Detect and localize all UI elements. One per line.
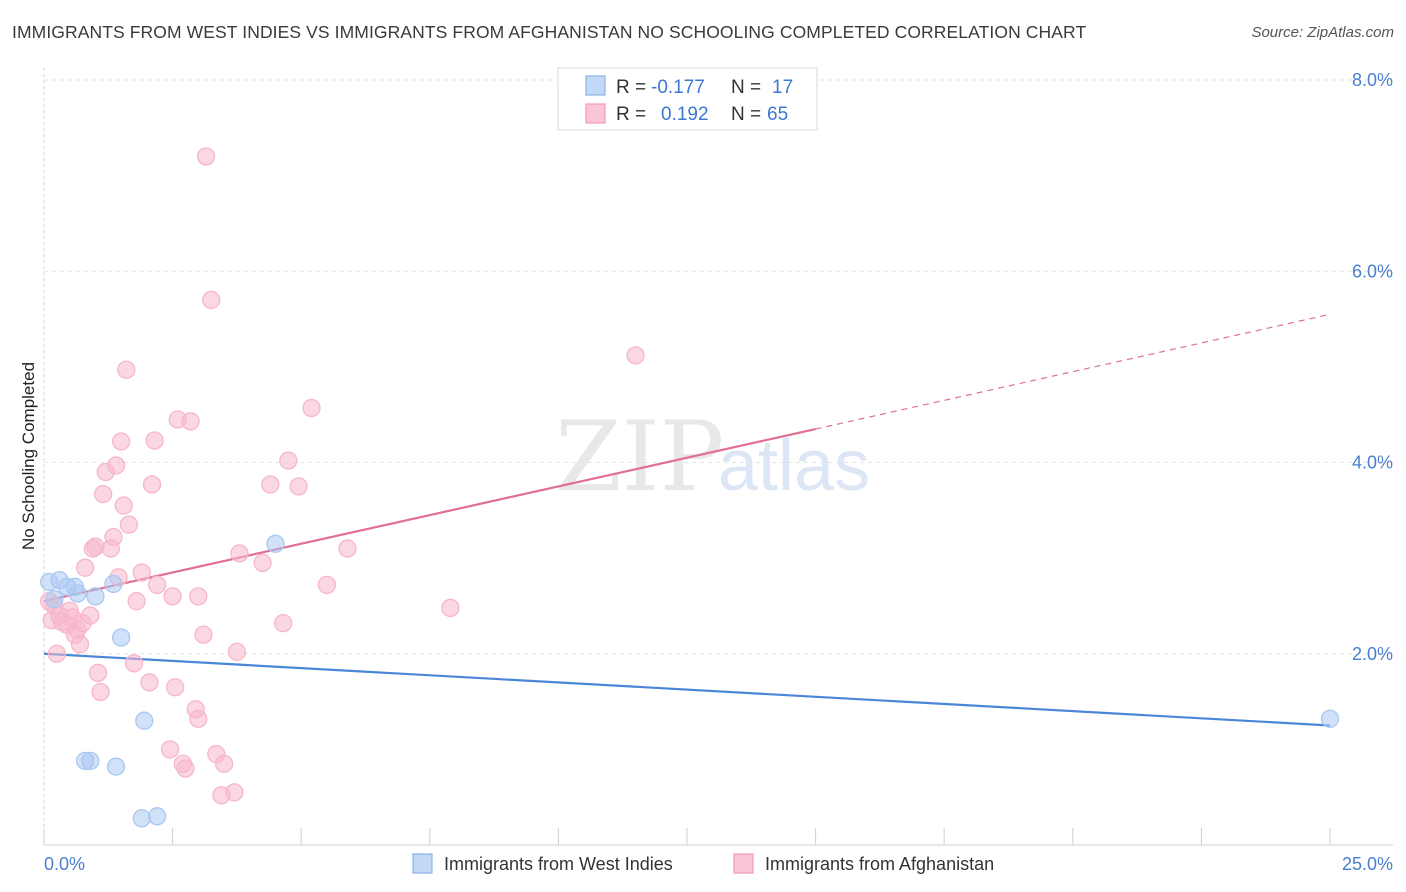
y-tick-label: 8.0% xyxy=(1352,70,1393,90)
afghanistan-point xyxy=(181,412,200,431)
west-indies-point xyxy=(81,751,100,770)
legend-swatch-afghanistan xyxy=(585,103,606,124)
afghanistan-point xyxy=(225,783,244,802)
legend-r-value-2: 0.192 xyxy=(661,104,709,125)
afghanistan-point xyxy=(196,147,216,166)
bottom-legend-swatch-west-indies xyxy=(412,853,433,874)
afghanistan-point xyxy=(91,682,110,702)
afghanistan-point xyxy=(214,754,234,773)
bottom-legend: Immigrants from West Indies Immigrants f… xyxy=(412,853,994,874)
legend-n-value-2: 65 xyxy=(767,104,788,125)
bottom-legend-swatch-afghanistan xyxy=(733,853,754,874)
afghanistan-point xyxy=(70,635,90,654)
data-points xyxy=(39,147,1340,828)
trend-line-0 xyxy=(43,652,1331,727)
afghanistan-point xyxy=(119,515,139,534)
afghanistan-point xyxy=(160,740,180,759)
afghanistan-point xyxy=(142,475,162,494)
afghanistan-point xyxy=(166,678,185,697)
west-indies-point xyxy=(132,809,151,828)
afghanistan-point xyxy=(114,496,133,515)
afghanistan-point xyxy=(117,360,136,379)
afghanistan-point xyxy=(302,398,321,418)
watermark-atlas: atlas xyxy=(718,426,870,506)
afghanistan-point xyxy=(140,673,159,692)
trend-lines xyxy=(43,313,1331,727)
west-indies-point xyxy=(1320,709,1340,728)
y-tick-label: 4.0% xyxy=(1352,453,1393,473)
west-indies-point xyxy=(45,590,64,609)
afghanistan-point xyxy=(163,587,182,606)
watermark-zip: ZIP xyxy=(555,401,724,513)
afghanistan-point xyxy=(132,563,151,582)
west-indies-point xyxy=(112,628,131,647)
trend-line-solid-1 xyxy=(43,427,816,603)
afghanistan-point xyxy=(176,759,195,778)
legend-n-label-2: N = xyxy=(731,104,761,125)
afghanistan-point xyxy=(194,625,213,644)
afghanistan-point xyxy=(124,654,144,673)
afghanistan-point xyxy=(47,644,67,663)
trend-line-dashed-1 xyxy=(815,313,1331,430)
afghanistan-point xyxy=(227,642,247,661)
afghanistan-point xyxy=(289,477,308,496)
afghanistan-point xyxy=(127,592,146,611)
afghanistan-point xyxy=(112,432,131,451)
afghanistan-point xyxy=(148,575,167,595)
legend-n-value-1: 17 xyxy=(772,77,793,98)
afghanistan-point xyxy=(338,539,357,558)
afghanistan-point xyxy=(626,346,645,365)
afghanistan-point xyxy=(202,290,221,310)
afghanistan-point xyxy=(189,587,208,606)
west-indies-point xyxy=(68,584,87,603)
west-indies-point xyxy=(104,574,123,594)
legend-r-label-2: R = xyxy=(616,104,646,125)
afghanistan-point xyxy=(441,598,460,617)
y-axis-label: No Schooling Completed xyxy=(19,362,38,550)
legend-n-label-1: N = xyxy=(731,77,761,98)
afghanistan-point xyxy=(76,558,95,577)
bottom-legend-label-west-indies: Immigrants from West Indies xyxy=(444,854,673,874)
afghanistan-point xyxy=(81,606,100,625)
x-tick-label-max: 25.0% xyxy=(1342,854,1393,874)
afghanistan-point xyxy=(145,431,164,450)
bottom-legend-label-afghanistan: Immigrants from Afghanistan xyxy=(765,854,994,874)
top-legend: R = -0.177 N = 17 R = 0.192 N = 65 xyxy=(557,67,818,131)
chart-title: IMMIGRANTS FROM WEST INDIES VS IMMIGRANT… xyxy=(12,22,1087,42)
y-tick-label: 6.0% xyxy=(1352,261,1393,281)
afghanistan-point xyxy=(279,451,298,470)
axes: 2.0% 4.0% 6.0% 8.0% xyxy=(43,68,1393,846)
west-indies-point xyxy=(266,534,285,553)
west-indies-point xyxy=(135,711,154,730)
afghanistan-point xyxy=(253,553,272,573)
west-indies-point xyxy=(106,757,126,776)
afghanistan-point xyxy=(94,484,113,504)
afghanistan-point xyxy=(104,527,123,547)
west-indies-point xyxy=(148,807,167,826)
afghanistan-point xyxy=(274,614,293,633)
legend-r-value-1: -0.177 xyxy=(651,77,705,98)
y-tick-label: 2.0% xyxy=(1352,644,1393,664)
afghanistan-point xyxy=(230,544,249,563)
afghanistan-point xyxy=(106,456,126,475)
grid-lines xyxy=(44,79,1393,655)
afghanistan-point xyxy=(317,575,337,595)
afghanistan-point xyxy=(88,663,108,683)
legend-swatch-west-indies xyxy=(585,75,606,96)
legend-r-label-1: R = xyxy=(616,77,646,98)
west-indies-point xyxy=(86,587,105,606)
afghanistan-point xyxy=(261,475,280,494)
source-label: Source: ZipAtlas.com xyxy=(1251,24,1394,41)
afghanistan-point xyxy=(86,537,105,556)
x-tick-label-min: 0.0% xyxy=(44,854,85,874)
afghanistan-point xyxy=(189,709,208,728)
